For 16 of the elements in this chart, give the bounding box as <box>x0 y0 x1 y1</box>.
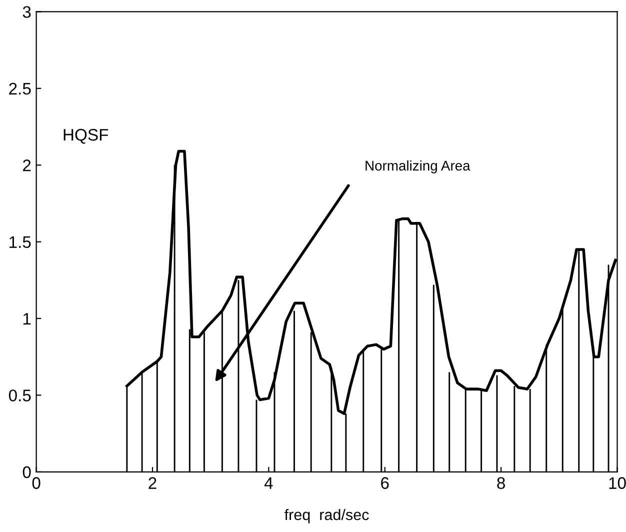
x-tick-label: 6 <box>381 477 389 489</box>
annotation: Normalizing Area <box>366 160 470 174</box>
y-tick-label: 2 <box>23 160 31 172</box>
y-tick-label: 1 <box>23 313 31 325</box>
annotation: HQSF <box>64 128 108 144</box>
y-tick-label: 2.5 <box>9 82 31 95</box>
x-axis-title: freq rad/sec <box>284 508 369 524</box>
y-tick-label: 1.5 <box>10 236 31 248</box>
y-tick-label: 3 <box>22 6 31 18</box>
x-tick-label: 8 <box>497 477 505 489</box>
y-tick-label: 0 <box>22 466 31 478</box>
y-tick-label: 0.5 <box>8 390 31 402</box>
x-tick-label: 2 <box>148 477 156 489</box>
x-tick-label: 10 <box>609 477 626 489</box>
x-tick-label: 4 <box>264 477 273 489</box>
x-tick-label: 0 <box>32 477 40 489</box>
